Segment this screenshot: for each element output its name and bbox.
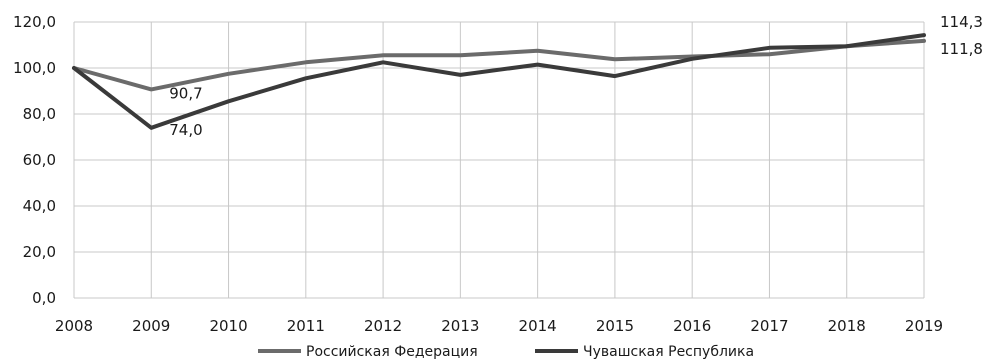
data-labels: 90,7 74,0 114,3 111,8 [169, 13, 983, 139]
y-tick-label-0: 0,0 [32, 289, 56, 307]
x-tick-label-0: 2008 [55, 317, 93, 335]
y-axis-tick-labels: 0,0 20,0 40,0 60,0 80,0 100,0 120,0 [13, 13, 56, 307]
y-tick-label-1: 20,0 [23, 243, 56, 261]
data-label-0: 90,7 [169, 84, 202, 102]
data-label-2: 114,3 [940, 13, 983, 31]
series-line-0 [72, 38, 926, 92]
data-label-1: 74,0 [169, 121, 202, 139]
y-tick-label-4: 80,0 [23, 105, 56, 123]
legend-label-1: Чувашская Республика [583, 344, 754, 360]
x-tick-label-1: 2009 [132, 317, 170, 335]
x-axis-tick-labels: 2008 2009 2010 2011 2012 2013 2014 2015 2016 2017… [55, 317, 943, 335]
y-tick-label-6: 120,0 [13, 13, 56, 31]
y-tick-label-3: 60,0 [23, 151, 56, 169]
x-tick-label-11: 2019 [905, 317, 943, 335]
x-tick-label-9: 2017 [750, 317, 788, 335]
legend: Российская Федерация Чувашская Республика [258, 344, 754, 360]
legend-label-0: Российская Федерация [306, 344, 478, 360]
x-tick-label-10: 2018 [828, 317, 866, 335]
grid-lines [73, 21, 925, 299]
x-tick-label-2: 2010 [209, 317, 247, 335]
y-tick-label-5: 100,0 [13, 59, 56, 77]
y-tick-label-2: 40,0 [23, 197, 56, 215]
x-tick-label-6: 2014 [519, 317, 557, 335]
x-tick-label-7: 2015 [596, 317, 634, 335]
data-label-3: 111,8 [940, 40, 983, 58]
x-tick-label-4: 2012 [364, 317, 402, 335]
series-lines [72, 33, 926, 130]
series-line-1 [72, 33, 926, 130]
x-tick-label-5: 2013 [441, 317, 479, 335]
x-tick-label-8: 2016 [673, 317, 711, 335]
x-tick-label-3: 2011 [287, 317, 325, 335]
